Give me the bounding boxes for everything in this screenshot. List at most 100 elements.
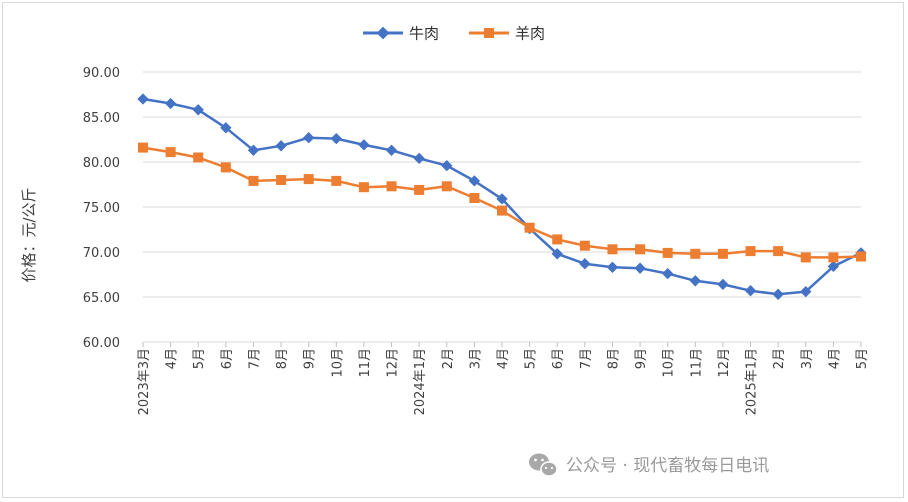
x-tick-label: 3月 <box>468 348 483 369</box>
legend-item-mutton: 羊肉 <box>469 25 545 43</box>
data-point-beef <box>634 262 646 274</box>
data-point-mutton <box>800 252 811 263</box>
x-tick-label: 5月 <box>855 348 870 369</box>
data-point-mutton <box>469 193 480 203</box>
x-tick-label: 7月 <box>579 348 594 369</box>
y-axis-ticks: 60.00 65.00 70.00 75.00 80.00 85.00 90.00 <box>83 66 120 351</box>
data-point-mutton <box>358 182 369 193</box>
data-point-mutton <box>690 248 701 259</box>
x-tick-label: 10月 <box>330 348 345 378</box>
data-point-mutton <box>386 181 397 192</box>
x-tick-label: 11月 <box>358 348 373 378</box>
x-axis-ticks: 2023年3月 4月 5月 6月 7月 8月 9月 10月 11月 12月 2024年1月 2月 3月 4… <box>137 342 870 415</box>
data-point-mutton <box>497 205 507 216</box>
x-tick-label: 2月 <box>772 348 787 369</box>
legend-label-beef: 牛肉 <box>409 25 439 43</box>
data-point-mutton <box>662 247 673 258</box>
data-point-mutton <box>331 175 342 186</box>
data-point-beef <box>606 261 619 273</box>
series-layer <box>137 93 867 300</box>
x-tick-label: 4月 <box>827 348 842 369</box>
x-tick-label: 9月 <box>303 348 318 369</box>
data-point-mutton <box>524 222 535 233</box>
watermark: 公众号 · 现代畜牧每日电讯 <box>529 453 769 477</box>
x-tick-label: 4月 <box>165 348 180 369</box>
data-point-mutton <box>717 248 728 259</box>
data-point-mutton <box>303 174 314 185</box>
legend-item-beef: 牛肉 <box>363 25 439 43</box>
data-point-mutton <box>856 251 866 262</box>
data-point-beef <box>385 144 398 156</box>
legend-marker-mutton <box>484 28 494 38</box>
y-tick-label: 85.00 <box>83 111 120 126</box>
x-tick-label: 5月 <box>524 348 539 369</box>
x-tick-label: 12月 <box>717 348 732 378</box>
data-point-beef <box>247 144 260 156</box>
y-axis-label: 价格：元/公斤 <box>20 187 38 282</box>
data-point-beef <box>164 97 177 110</box>
x-tick-label: 11月 <box>689 348 704 378</box>
data-point-mutton <box>579 240 590 251</box>
data-point-mutton <box>414 184 425 195</box>
data-point-mutton <box>220 162 231 173</box>
data-point-beef <box>303 132 315 144</box>
data-point-beef <box>827 260 840 273</box>
legend-marker-beef <box>376 26 390 40</box>
watermark-text: 公众号 · 现代畜牧每日电讯 <box>566 456 769 476</box>
x-tick-label: 8月 <box>275 348 290 369</box>
x-tick-label: 2024年1月 <box>413 348 428 415</box>
data-point-mutton <box>828 252 839 263</box>
data-point-mutton <box>745 246 756 257</box>
data-point-beef <box>662 267 674 280</box>
data-point-beef <box>137 93 149 105</box>
data-point-beef <box>717 278 729 291</box>
data-point-beef <box>744 285 757 297</box>
legend-label-mutton: 羊肉 <box>515 25 545 43</box>
data-point-beef <box>358 139 370 151</box>
data-point-beef <box>275 140 287 152</box>
x-tick-label: 9月 <box>634 348 649 369</box>
y-tick-label: 80.00 <box>83 156 120 171</box>
x-tick-label: 3月 <box>800 348 815 369</box>
data-point-beef <box>800 285 812 298</box>
x-tick-label: 10月 <box>662 348 677 378</box>
data-point-mutton <box>138 142 148 153</box>
data-point-mutton <box>165 147 176 158</box>
data-point-beef <box>441 159 453 172</box>
data-point-mutton <box>773 246 784 257</box>
x-tick-label: 2月 <box>441 348 456 369</box>
data-point-mutton <box>441 181 452 192</box>
data-point-mutton <box>193 152 204 163</box>
x-tick-label: 8月 <box>606 348 621 369</box>
wechat-icon <box>529 453 558 477</box>
data-point-beef <box>330 132 342 145</box>
data-point-beef <box>413 152 425 165</box>
data-point-beef <box>772 288 784 300</box>
y-tick-label: 70.00 <box>83 246 120 261</box>
x-tick-label: 5月 <box>192 348 207 369</box>
data-point-beef <box>689 275 701 287</box>
data-point-mutton <box>248 175 259 186</box>
data-point-mutton <box>607 244 618 255</box>
x-tick-label: 6月 <box>220 348 235 369</box>
legend: 牛肉 羊肉 <box>363 25 545 43</box>
data-point-mutton <box>635 244 646 255</box>
x-tick-label: 4月 <box>496 348 511 369</box>
x-tick-label: 12月 <box>386 348 401 378</box>
x-tick-label: 2023年3月 <box>137 348 152 415</box>
data-point-beef <box>468 175 481 187</box>
y-tick-label: 90.00 <box>83 66 120 81</box>
data-point-mutton <box>276 175 287 185</box>
x-tick-label: 7月 <box>247 348 262 369</box>
data-point-mutton <box>552 234 563 245</box>
y-tick-label: 65.00 <box>83 291 120 306</box>
x-tick-label: 6月 <box>551 348 566 369</box>
x-tick-label: 2025年1月 <box>745 348 760 415</box>
data-point-beef <box>496 193 508 205</box>
y-tick-label: 60.00 <box>83 336 120 351</box>
y-tick-label: 75.00 <box>83 201 120 216</box>
data-point-beef <box>551 248 563 260</box>
data-point-beef <box>579 258 591 270</box>
